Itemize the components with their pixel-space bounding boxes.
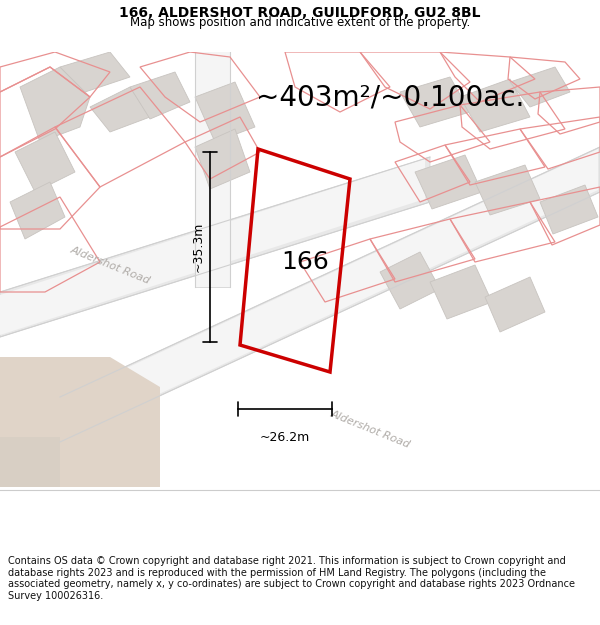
Text: Aldershot Road: Aldershot Road [329,408,412,449]
Text: ~35.3m: ~35.3m [191,222,205,272]
Polygon shape [130,72,190,119]
Polygon shape [0,437,60,487]
Polygon shape [195,82,255,142]
Text: ~403m²/~0.100ac.: ~403m²/~0.100ac. [256,83,524,111]
Polygon shape [415,155,482,209]
Polygon shape [430,265,492,319]
Text: 166, ALDERSHOT ROAD, GUILDFORD, GU2 8BL: 166, ALDERSHOT ROAD, GUILDFORD, GU2 8BL [119,6,481,20]
Polygon shape [90,87,150,132]
Polygon shape [475,165,540,215]
Polygon shape [0,357,160,487]
Text: Map shows position and indicative extent of the property.: Map shows position and indicative extent… [130,16,470,29]
Polygon shape [10,182,65,239]
Polygon shape [460,79,530,132]
Polygon shape [60,147,600,442]
Polygon shape [540,185,598,234]
Polygon shape [0,157,430,337]
Text: Contains OS data © Crown copyright and database right 2021. This information is : Contains OS data © Crown copyright and d… [8,556,575,601]
Polygon shape [195,52,230,287]
Polygon shape [195,52,230,287]
Polygon shape [510,67,570,107]
Text: 166: 166 [281,250,329,274]
Polygon shape [60,52,130,92]
Text: Aldershot Road: Aldershot Road [68,244,151,286]
Polygon shape [20,67,90,142]
Polygon shape [0,159,425,335]
Polygon shape [15,132,75,192]
Polygon shape [380,252,440,309]
Polygon shape [0,487,600,549]
Polygon shape [195,129,250,189]
Text: ~26.2m: ~26.2m [260,431,310,444]
Polygon shape [60,149,598,440]
Polygon shape [485,277,545,332]
Polygon shape [400,77,470,127]
